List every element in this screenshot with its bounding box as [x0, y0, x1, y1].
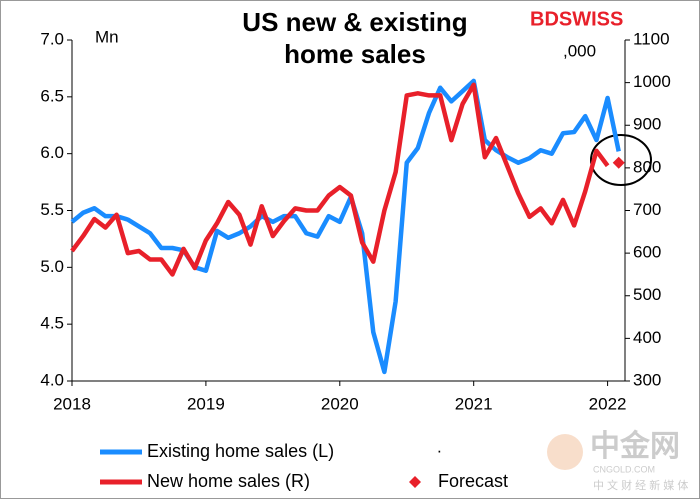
legend-note: . — [437, 437, 442, 456]
x-tick-label: 2022 — [589, 394, 627, 413]
y2-tick-label: 1000 — [633, 72, 671, 91]
y2-tick-label: 600 — [633, 243, 661, 262]
y-tick-label: 7.0 — [40, 29, 64, 48]
legend-label: Existing home sales (L) — [147, 441, 334, 461]
y2-tick-label: 300 — [633, 370, 661, 389]
x-tick-label: 2018 — [53, 394, 91, 413]
legend-label: Forecast — [438, 471, 508, 491]
x-tick-label: 2020 — [321, 394, 359, 413]
chart-title: US new & existing home sales — [242, 7, 468, 69]
y-tick-label: 6.5 — [40, 86, 64, 105]
y2-tick-label: 800 — [633, 157, 661, 176]
y-tick-label: 5.0 — [40, 257, 64, 276]
y-tick-label: 4.0 — [40, 370, 64, 389]
y2-tick-label: 900 — [633, 115, 661, 134]
x-tick-label: 2021 — [455, 394, 493, 413]
watermark: CNGOLD.COM — [593, 464, 655, 474]
series-line — [70, 82, 610, 277]
logo: BDSWISS — [530, 8, 623, 30]
legend-marker — [409, 476, 421, 488]
forecast-marker — [612, 156, 625, 169]
y-tick-label: 4.5 — [40, 314, 64, 333]
series-line — [70, 78, 621, 375]
watermark: 中金网 — [590, 429, 680, 463]
y2-axis-unit: ,000 — [563, 41, 596, 60]
y-tick-label: 6.0 — [40, 143, 64, 162]
highlight-circle — [590, 134, 652, 186]
x-tick-label: 2019 — [187, 394, 225, 413]
y2-tick-label: 400 — [633, 328, 661, 347]
watermark: 中 文 财 经 新 媒 体 — [593, 478, 688, 492]
y2-tick-label: 500 — [633, 285, 661, 304]
y-tick-label: 5.5 — [40, 200, 64, 219]
y-axis-unit: Mn — [95, 27, 119, 46]
watermark-icon — [547, 434, 583, 470]
legend-label: New home sales (R) — [147, 471, 310, 491]
y2-tick-label: 1100 — [633, 29, 670, 48]
y2-tick-label: 700 — [633, 200, 661, 219]
